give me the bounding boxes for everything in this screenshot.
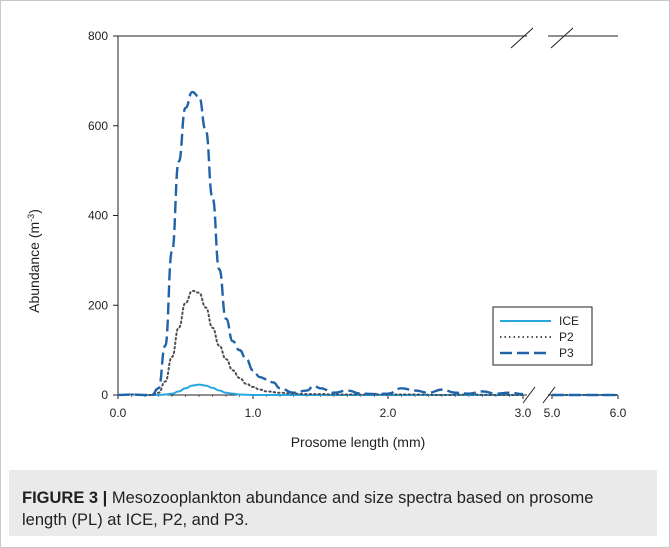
y-tick-label: 400 [88,209,108,223]
x-tick-label: 6.0 [610,406,627,420]
y-axis-title-main: Abundance (m [26,222,42,313]
series-line-p3 [117,90,524,397]
x-tick-label: 1.0 [245,406,262,420]
caption-label: FIGURE 3 | [22,489,108,507]
legend-label-p2: P2 [559,330,574,344]
axes: 0 200 400 600 800 0.0 1.0 2.0 3.0 5.0 6.0 [88,27,627,420]
x-tick-label: 3.0 [515,406,532,420]
legend-label-ice: ICE [559,314,579,328]
axis-break-mark [510,27,534,49]
y-tick-label: 800 [88,29,108,43]
x-tick-label: 5.0 [544,406,561,420]
axis-break-mark [522,386,536,404]
x-tick-label: 0.0 [110,406,127,420]
y-axis-title: Abundance (m-3) [26,209,42,313]
x-axis-title: Prosome length (mm) [291,434,426,450]
y-axis-title-sup: -3 [26,214,36,222]
legend: ICE P2 P3 [492,306,593,366]
caption-box [9,470,657,536]
y-tick-label: 0 [101,388,108,402]
axis-break-mark [550,27,574,49]
y-axis-title-end: ) [26,209,42,214]
caption-text: Mesozooplankton abundance and size spect… [22,489,594,529]
series-layer [117,90,619,397]
legend-label-p3: P3 [559,346,574,360]
y-tick-label: 200 [88,298,108,312]
y-tick-label: 600 [88,119,108,133]
x-tick-label: 2.0 [380,406,397,420]
figure-caption: FIGURE 3 | Mesozooplankton abundance and… [22,487,642,531]
series-line-p2 [117,289,524,397]
axis-break-mark [542,386,556,404]
